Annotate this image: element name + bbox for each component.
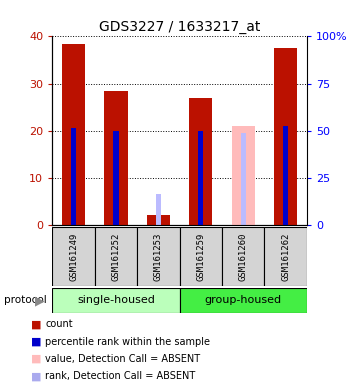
Bar [179, 227, 222, 286]
Text: rank, Detection Call = ABSENT: rank, Detection Call = ABSENT [45, 371, 195, 381]
Text: group-housed: group-housed [205, 295, 282, 306]
Bar [198, 131, 203, 225]
Bar [52, 288, 179, 313]
Text: GSM161259: GSM161259 [196, 232, 205, 280]
Text: ■: ■ [31, 354, 41, 364]
Bar [179, 288, 307, 313]
Bar [95, 227, 137, 286]
Bar [156, 194, 161, 225]
Bar [147, 215, 170, 225]
Bar [274, 48, 297, 225]
Bar [71, 128, 76, 225]
Text: GSM161260: GSM161260 [239, 232, 248, 280]
Text: protocol: protocol [4, 295, 46, 306]
Text: GSM161253: GSM161253 [154, 232, 163, 280]
Bar [264, 227, 307, 286]
Text: single-housed: single-housed [77, 295, 155, 306]
Text: ■: ■ [31, 337, 41, 347]
Bar [104, 91, 128, 225]
Bar [113, 131, 118, 225]
Text: GSM161262: GSM161262 [281, 232, 290, 280]
Bar [231, 126, 255, 225]
Bar [222, 227, 264, 286]
Text: GSM161249: GSM161249 [69, 232, 78, 280]
Text: percentile rank within the sample: percentile rank within the sample [45, 337, 210, 347]
Bar [283, 126, 288, 225]
Text: ■: ■ [31, 319, 41, 329]
Text: count: count [45, 319, 73, 329]
Bar [137, 227, 179, 286]
Text: ▶: ▶ [35, 294, 45, 307]
Bar [241, 133, 246, 225]
Bar [52, 227, 95, 286]
Title: GDS3227 / 1633217_at: GDS3227 / 1633217_at [99, 20, 260, 34]
Text: ■: ■ [31, 371, 41, 381]
Bar [189, 98, 213, 225]
Bar [62, 43, 85, 225]
Text: GSM161252: GSM161252 [112, 232, 121, 280]
Text: value, Detection Call = ABSENT: value, Detection Call = ABSENT [45, 354, 200, 364]
